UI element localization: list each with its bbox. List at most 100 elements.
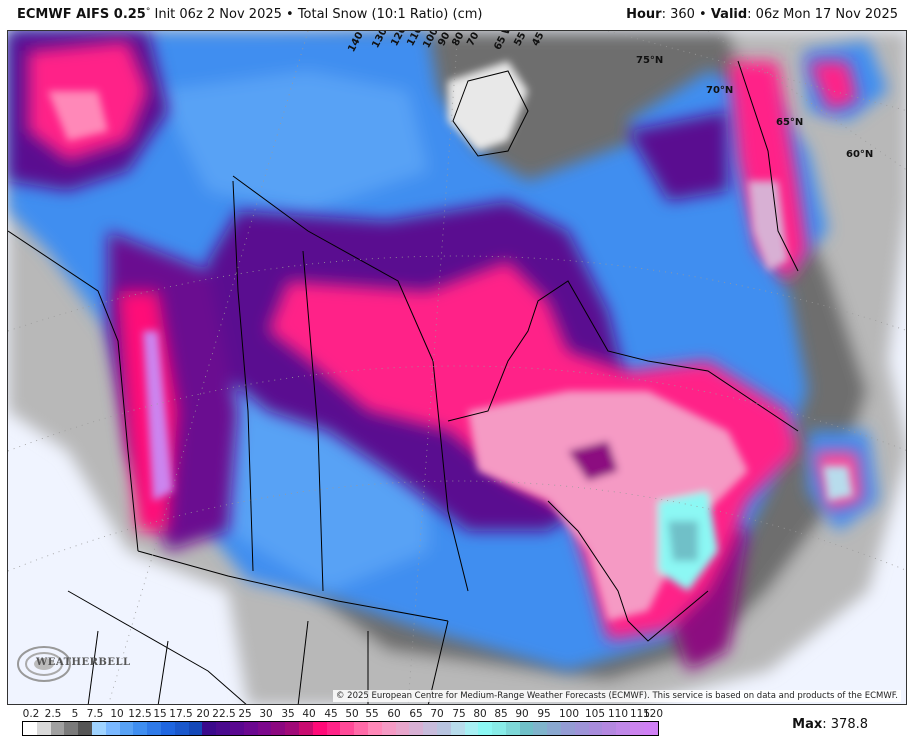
- colorbar-swatch: [202, 722, 217, 735]
- tick: 50: [345, 708, 359, 720]
- degree-symbol: °: [145, 7, 151, 17]
- tick: 80: [473, 708, 487, 720]
- tick: 100: [558, 708, 580, 720]
- valid-label: Valid: [710, 7, 748, 22]
- tick: 90: [515, 708, 529, 720]
- tick: 35: [281, 708, 295, 720]
- lat-label-65n: 65°N: [776, 117, 804, 128]
- forecast-time: Hour: 360 • Valid: 06z Mon 17 Nov 2025: [626, 7, 898, 22]
- colorbar-swatch: [574, 722, 589, 735]
- colorbar-swatch: [119, 722, 134, 735]
- lat-label-60n: 60°N: [846, 149, 874, 160]
- logo-text: WEATHERBELL: [36, 657, 131, 668]
- tick: 17.5: [169, 708, 193, 720]
- tick: 30: [259, 708, 273, 720]
- colorbar-swatch: [643, 722, 658, 735]
- tick: 55: [365, 708, 379, 720]
- colorbar-swatch: [602, 722, 617, 735]
- tick: 10: [110, 708, 124, 720]
- colorbar-swatch: [147, 722, 161, 735]
- colorbar-swatch: [478, 722, 493, 735]
- lat-label-70n: 70°N: [706, 85, 734, 96]
- hour-value: : 360 •: [661, 7, 711, 22]
- colorbar-swatch: [133, 722, 148, 735]
- logo-swirl-icon: [17, 646, 71, 682]
- colorbar-swatch: [561, 722, 575, 735]
- hour-label: Hour: [626, 7, 662, 22]
- colorbar-ticks: 0.2 2.5 5 7.5 10 12.5 15 17.5 20 22.5 25…: [0, 708, 914, 722]
- chart-title: ECMWF AIFS 0.25° Init 06z 2 Nov 2025 • T…: [17, 7, 482, 22]
- max-label: Max: [792, 717, 823, 732]
- tick: 22.5: [212, 708, 236, 720]
- colorbar-swatch: [160, 722, 175, 735]
- weatherbell-logo: WEATHERBELL: [14, 643, 130, 685]
- max-number: : 378.8: [822, 717, 868, 732]
- colorbar-swatch: [492, 722, 506, 735]
- tick: 40: [302, 708, 316, 720]
- tick: 120: [642, 708, 664, 720]
- tick: 20: [196, 708, 210, 720]
- tick: 25: [238, 708, 252, 720]
- tick: 70: [430, 708, 444, 720]
- header: ECMWF AIFS 0.25° Init 06z 2 Nov 2025 • T…: [0, 0, 914, 28]
- snowfall-map: 75°N 70°N 65°N 60°N 140 W 130 W 120 W 11…: [7, 30, 907, 705]
- colorbar-swatch: [630, 722, 644, 735]
- colorbar-swatch: [326, 722, 341, 735]
- tick: 60: [387, 708, 401, 720]
- colorbar-swatch: [257, 722, 272, 735]
- colorbar-swatch: [216, 722, 230, 735]
- init-and-product: Init 06z 2 Nov 2025 • Total Snow (10:1 R…: [150, 7, 483, 22]
- colorbar-swatch: [423, 722, 437, 735]
- tick: 65: [409, 708, 423, 720]
- tick: 85: [494, 708, 508, 720]
- colorbar-swatch: [312, 722, 327, 735]
- colorbar-swatch: [519, 722, 534, 735]
- colorbar-swatch: [588, 722, 603, 735]
- colorbar-swatch: [616, 722, 631, 735]
- colorbar-swatch: [23, 722, 37, 735]
- tick: 15: [153, 708, 167, 720]
- colorbar-swatch: [367, 722, 382, 735]
- tick: 95: [537, 708, 551, 720]
- tick: 115: [629, 708, 651, 720]
- colorbar-swatch: [174, 722, 189, 735]
- colorbar-swatch: [78, 722, 92, 735]
- colorbar-swatch: [436, 722, 451, 735]
- tick: 105: [584, 708, 606, 720]
- colorbar-swatch: [285, 722, 299, 735]
- colorbar-swatch: [533, 722, 548, 735]
- colorbar-swatch: [395, 722, 410, 735]
- colorbar-swatch: [354, 722, 368, 735]
- colorbar-swatch: [298, 722, 313, 735]
- tick: 7.5: [86, 708, 104, 720]
- colorbar-swatch: [229, 722, 244, 735]
- colorbar: [22, 721, 659, 736]
- colorbar-swatch: [64, 722, 79, 735]
- lat-label-75n: 75°N: [636, 55, 664, 66]
- colorbar-swatch: [409, 722, 424, 735]
- max-value: Max: 378.8: [792, 717, 868, 732]
- tick: 0.2: [22, 708, 40, 720]
- valid-value: : 06z Mon 17 Nov 2025: [747, 7, 898, 22]
- colorbar-swatch: [464, 722, 479, 735]
- colorbar-swatch: [105, 722, 120, 735]
- tick: 110: [607, 708, 629, 720]
- colorbar-swatch: [188, 722, 203, 735]
- colorbar-swatch: [547, 722, 562, 735]
- copyright-notice: © 2025 European Centre for Medium-Range …: [332, 690, 901, 702]
- tick: 12.5: [128, 708, 152, 720]
- colorbar-swatch: [50, 722, 65, 735]
- colorbar-swatch: [91, 722, 106, 735]
- colorbar-swatch: [36, 722, 51, 735]
- tick: 75: [452, 708, 466, 720]
- colorbar-swatch: [271, 722, 286, 735]
- tick: 5: [71, 708, 79, 720]
- snowfall-field: [8, 31, 906, 704]
- colorbar-swatch: [450, 722, 465, 735]
- tick: 45: [324, 708, 338, 720]
- colorbar-swatch: [381, 722, 396, 735]
- tick: 2.5: [44, 708, 62, 720]
- colorbar-swatch: [243, 722, 258, 735]
- colorbar-swatch: [505, 722, 520, 735]
- model-name: ECMWF AIFS 0.25: [17, 7, 146, 22]
